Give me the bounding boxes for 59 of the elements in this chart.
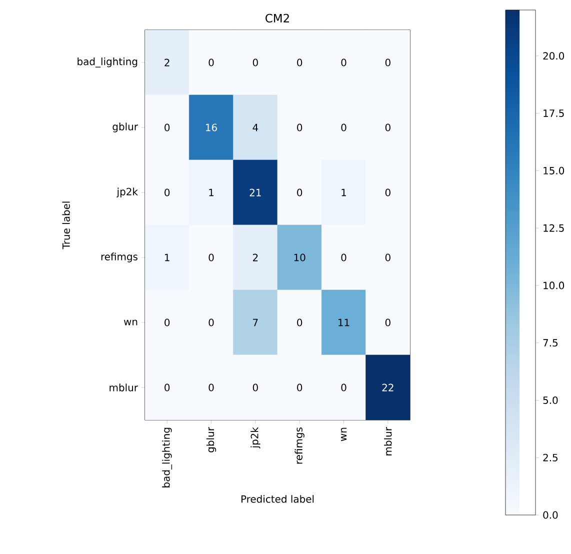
chart-title: CM2 <box>266 14 289 22</box>
data-label: 0 <box>297 124 302 132</box>
color-bar-label: 5.0 <box>543 396 558 404</box>
data-label: 1 <box>209 188 214 196</box>
x-tick-label: jp2k <box>250 427 260 448</box>
data-label: 0 <box>297 318 302 326</box>
data-label: 0 <box>385 124 390 132</box>
data-label: 0 <box>341 58 346 66</box>
y-tick-label: wn <box>124 320 138 326</box>
color-bar-label: 2.5 <box>543 454 558 462</box>
data-label: 0 <box>208 58 214 66</box>
data-label: 0 <box>208 254 214 262</box>
data-label: 0 <box>297 188 302 196</box>
data-label: 16 <box>206 124 217 132</box>
data-label: 0 <box>164 124 170 132</box>
y-tick-label: gblur <box>112 122 138 132</box>
x-tick-label: refimgs <box>294 428 304 464</box>
data-label: 7 <box>253 318 258 326</box>
color-bar-label: 7.5 <box>543 339 558 347</box>
data-label: 0 <box>341 254 346 262</box>
y-axis-title: True label <box>62 202 70 250</box>
data-label: 0 <box>252 58 258 66</box>
x-axis-title: Predicted label <box>241 495 314 503</box>
x-tick-label: wn <box>340 428 347 442</box>
data-label: 0 <box>341 124 346 132</box>
color-bar-label: 0.0 <box>543 511 558 519</box>
x-tick-label: gblur <box>206 427 216 452</box>
data-label: 1 <box>165 254 170 262</box>
data-label: 0 <box>164 188 170 196</box>
data-label: 0 <box>297 58 302 66</box>
data-label: 10 <box>294 254 306 262</box>
data-label: 2 <box>252 254 258 262</box>
data-label: 21 <box>250 188 261 196</box>
data-label: 11 <box>338 318 350 326</box>
data-label: 2 <box>164 58 170 66</box>
data-label: 0 <box>208 384 214 392</box>
data-label: 0 <box>385 58 390 66</box>
data-label: 1 <box>342 188 346 196</box>
data-label: 0 <box>385 254 390 262</box>
y-tick-label: refimgs <box>101 252 138 262</box>
y-tick-label: mblur <box>110 384 138 392</box>
data-label: 0 <box>252 384 258 392</box>
color-bar-label: 15.0 <box>544 166 564 174</box>
data-label: 0 <box>297 384 302 392</box>
x-tick-label: mblur <box>384 427 392 456</box>
color-bar-label: 10.0 <box>544 282 564 290</box>
data-label: 0 <box>164 384 170 392</box>
color-bar-label: 20.0 <box>543 52 564 60</box>
data-label: 0 <box>164 318 170 326</box>
y-tick-label: jp2k <box>116 188 138 198</box>
data-label: 22 <box>382 384 394 392</box>
y-tick-label: bad_lighting <box>78 58 138 68</box>
color-bar-label: 17.5 <box>544 110 564 117</box>
data-label: 0 <box>341 384 346 392</box>
color-bar-label: 12.5 <box>544 224 564 232</box>
data-label: 0 <box>208 318 214 326</box>
data-label: 0 <box>385 318 390 326</box>
data-label: 4 <box>252 124 258 132</box>
data-label: 0 <box>385 188 390 196</box>
